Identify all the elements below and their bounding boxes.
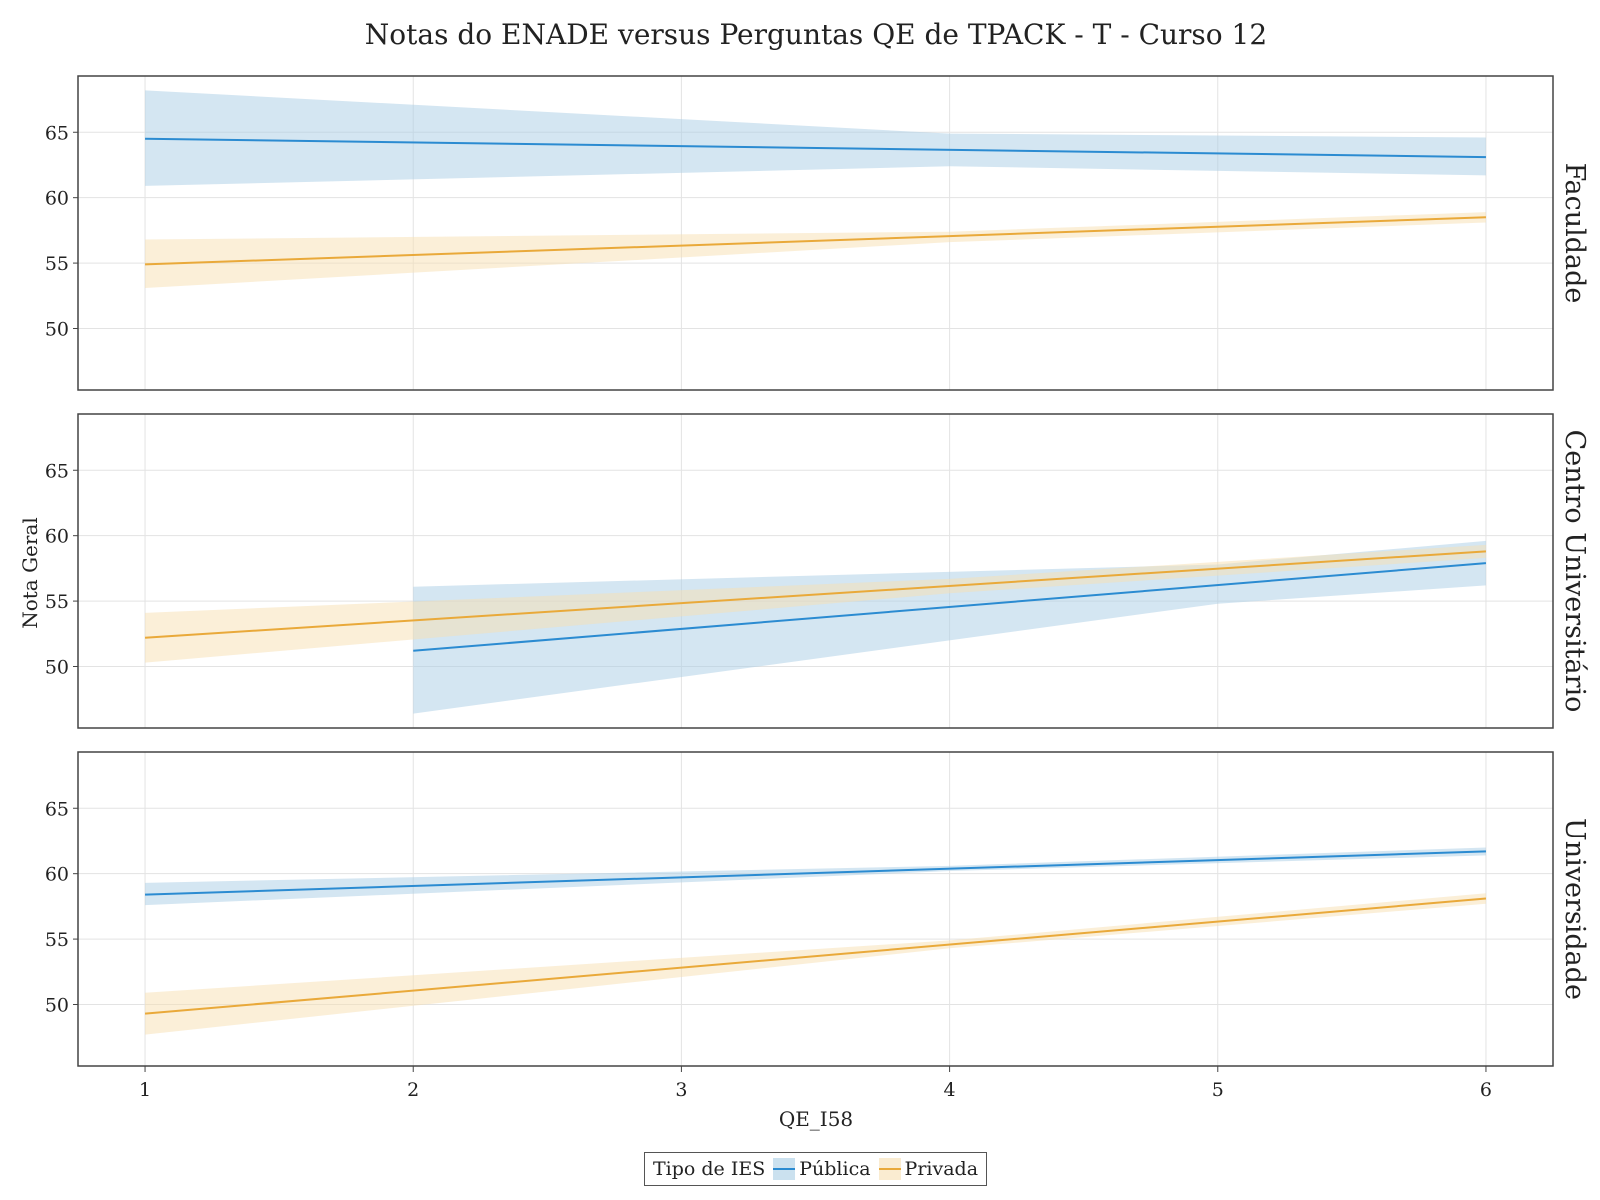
legend: Tipo de IES Pública Privada: [644, 1152, 988, 1186]
series-line-privada: [145, 216, 1486, 266]
series-line-publica: [145, 137, 1486, 159]
x-tick-label: 1: [139, 1079, 151, 1101]
series-line-publica: [413, 562, 1487, 652]
y-tick-label: 65: [45, 798, 69, 820]
legend-swatch-privada: [878, 1158, 901, 1180]
y-tick-label: 50: [45, 319, 69, 341]
facet-universidade: 50 55 60 65 Universidade 1 2 3 4 5 6: [45, 751, 1590, 1101]
y-tick-label: 50: [45, 995, 69, 1017]
y-axis-label: Nota Geral: [18, 517, 42, 629]
facet-faculdade: 50 55 60 65 Faculdade: [45, 75, 1590, 391]
chart-title: Notas do ENADE versus Perguntas QE de TP…: [365, 18, 1267, 51]
x-tick-label: 5: [1212, 1079, 1224, 1101]
panel-frame: [77, 75, 1554, 391]
y-tick-label: 55: [45, 591, 69, 613]
y-tick-label: 55: [45, 929, 69, 951]
x-tick-label: 2: [407, 1079, 419, 1101]
y-tick-label: 60: [45, 864, 69, 886]
series-line-privada: [144, 550, 1487, 639]
legend-title: Tipo de IES: [653, 1158, 766, 1180]
legend-swatch-publica: [773, 1158, 796, 1180]
y-tick-label: 65: [45, 122, 69, 144]
facet-label-centro-universitario: Centro Universitário: [1559, 430, 1590, 713]
legend-label-privada: Privada: [904, 1158, 979, 1180]
x-tick-label: 6: [1480, 1079, 1492, 1101]
facet-label-faculdade: Faculdade: [1559, 163, 1590, 304]
y-tick-label: 50: [45, 657, 69, 679]
y-tick-label: 65: [45, 460, 69, 482]
confidence-band-privada: [145, 893, 1486, 1035]
series-line-privada: [144, 897, 1487, 1015]
y-tick-label: 55: [45, 253, 69, 275]
legend-item-publica: Pública: [773, 1158, 871, 1180]
confidence-band-privada: [145, 544, 1486, 663]
confidence-band-publica: [145, 847, 1486, 906]
legend-label-publica: Pública: [799, 1158, 871, 1180]
confidence-band-privada: [145, 212, 1486, 288]
confidence-band-publica: [145, 90, 1486, 186]
x-tick-label: 3: [675, 1079, 687, 1101]
x-axis-label: QE_I58: [779, 1107, 853, 1131]
facet-centro-universitario: 50 55 60 65 Centro Universitário: [45, 413, 1590, 729]
panel-frame: [77, 751, 1554, 1067]
series-line-publica: [145, 850, 1486, 896]
y-tick-label: 60: [45, 188, 69, 210]
legend-item-privada: Privada: [878, 1158, 979, 1180]
facet-label-universidade: Universidade: [1559, 818, 1590, 1000]
y-tick-label: 60: [45, 526, 69, 548]
panel-frame: [77, 413, 1554, 729]
x-tick-label: 4: [944, 1079, 956, 1101]
